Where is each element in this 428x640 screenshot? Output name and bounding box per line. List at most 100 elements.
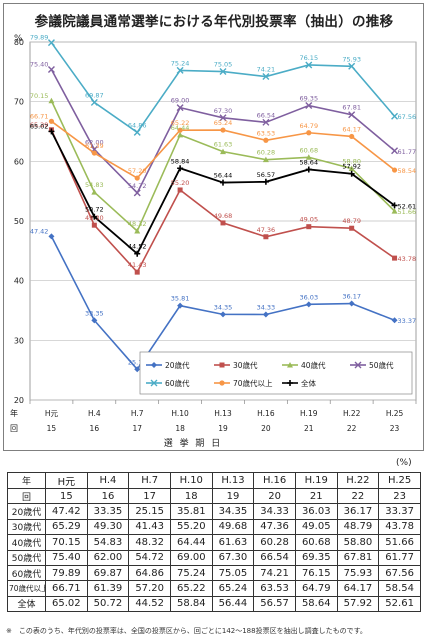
table-cell: 66.71	[45, 580, 88, 597]
table-cell: 58.84	[169, 595, 213, 613]
data-label: 65.24	[214, 119, 233, 127]
data-label: 49.05	[299, 216, 318, 224]
data-point	[177, 165, 184, 172]
data-label: 67.30	[214, 107, 233, 115]
data-label: 47.42	[30, 227, 49, 235]
data-label: 75.93	[342, 55, 361, 63]
legend-marker	[150, 379, 158, 387]
table-cell: 66.54	[253, 549, 296, 566]
table-cell: 49.68	[211, 518, 255, 536]
data-label: 50.72	[85, 206, 104, 214]
data-point	[391, 317, 398, 324]
table-row: 70歳代以上 66.71 61.39 57.20 65.22 65.24 63.53 64.7…	[7, 580, 421, 597]
table-cell: 49.05	[294, 518, 338, 536]
data-label: 67.56	[398, 113, 417, 121]
table-cell: 58.54	[378, 580, 421, 597]
x-kai-label: 23	[390, 424, 400, 433]
data-label: 57.92	[342, 163, 361, 171]
table-cell: H元	[45, 472, 88, 489]
data-label: 33.35	[85, 309, 104, 317]
data-label: 66.71	[30, 112, 49, 120]
data-point	[220, 148, 226, 155]
table-cell: H.4	[86, 472, 130, 489]
table-cell: 63.53	[253, 580, 296, 597]
table-cell: 75.05	[211, 564, 255, 582]
data-point	[48, 118, 55, 124]
data-point	[220, 220, 226, 226]
data-label: 47.36	[257, 226, 276, 234]
data-label: 70.15	[30, 92, 49, 100]
data-table: 年 H元 H.4 H.7 H.10 H.13 H.16 H.19 H.22 H.25 回 15 16 17…	[7, 472, 421, 613]
data-point	[349, 133, 355, 140]
table-cell: 58.64	[294, 595, 338, 613]
data-point	[90, 98, 98, 106]
data-point	[305, 102, 313, 110]
table-cell: H.25	[378, 472, 421, 489]
data-point	[348, 165, 355, 171]
legend-marker	[287, 380, 293, 386]
data-point	[134, 250, 141, 257]
table-cell: 75.24	[169, 564, 213, 582]
table-cell: 58.80	[336, 534, 380, 551]
data-point	[177, 131, 184, 138]
data-label: 56.44	[214, 172, 233, 180]
table-cell: H.13	[211, 472, 255, 489]
table-cell: 75.40	[45, 549, 88, 566]
data-label: 74.21	[257, 66, 276, 74]
data-point	[91, 150, 97, 156]
data-label: 52.61	[398, 202, 417, 210]
table-cell: 70.15	[45, 534, 88, 551]
data-label: 61.39	[85, 142, 104, 150]
table-cell: 74.21	[253, 564, 296, 582]
data-point	[305, 166, 312, 173]
table-cell: 62.00	[86, 549, 130, 566]
table-cell: 47.36	[253, 518, 296, 536]
x-tick-label: H.22	[343, 409, 361, 418]
table-cell: 61.77	[378, 549, 421, 566]
data-label: 64.17	[342, 125, 361, 133]
data-label: 49.68	[214, 212, 233, 220]
table-row: 40歳代 70.15 54.83 48.32 64.44 61.63 60.28 60.68 5…	[7, 534, 421, 551]
data-point	[392, 255, 398, 261]
line-chart: 20 30 40 50 60 70 80 47.42 33.35 25.15 35.81 34.35 3…	[10, 34, 417, 449]
data-label: 41.43	[128, 261, 147, 269]
table-cell: 17	[128, 487, 171, 505]
data-point	[91, 189, 98, 195]
legend-label: 60歳代	[165, 378, 190, 388]
data-label: 48.32	[128, 220, 147, 228]
data-point	[91, 222, 97, 228]
data-label: 63.53	[257, 129, 276, 137]
data-point	[262, 156, 269, 163]
table-cell: 65.24	[211, 580, 255, 597]
table-cell: 48.32	[128, 534, 171, 551]
data-point	[134, 269, 140, 275]
table-cell: H.16	[253, 472, 296, 489]
data-point	[306, 130, 312, 136]
data-point	[220, 179, 226, 186]
row-header: 全体	[7, 595, 46, 613]
legend-marker	[219, 362, 225, 368]
data-point	[262, 118, 270, 126]
table-row: 全体 65.02 50.72 44.52 58.84 56.44 56.57 58.64 57.…	[7, 595, 421, 613]
table-cell: 44.52	[128, 595, 171, 613]
table-row: 50歳代 75.40 62.00 54.72 69.00 67.30 66.54 69.35 6…	[7, 549, 421, 566]
chart-title: 参議院議員通常選挙における年代別投票率（抽出）の推移	[34, 14, 394, 30]
x-axis-title: 選 挙 期 日	[164, 437, 223, 449]
data-label: 64.44	[171, 124, 190, 132]
table-cell: 35.81	[169, 503, 213, 520]
data-label: 54.83	[85, 181, 104, 189]
data-label: 75.05	[214, 61, 233, 69]
data-label: 58.84	[171, 157, 190, 165]
x-kai-label: 17	[132, 424, 142, 433]
data-label: 64.86	[128, 121, 147, 129]
data-label: 62.00	[85, 138, 104, 146]
data-point	[134, 175, 140, 181]
data-point	[177, 302, 184, 309]
data-point	[305, 301, 312, 308]
y-tick-label: 80	[14, 38, 24, 47]
data-label: 36.03	[299, 293, 318, 301]
data-point	[134, 228, 141, 234]
table-cell: 21	[294, 487, 338, 505]
data-point	[391, 167, 398, 173]
legend-label: 20歳代	[165, 360, 190, 370]
